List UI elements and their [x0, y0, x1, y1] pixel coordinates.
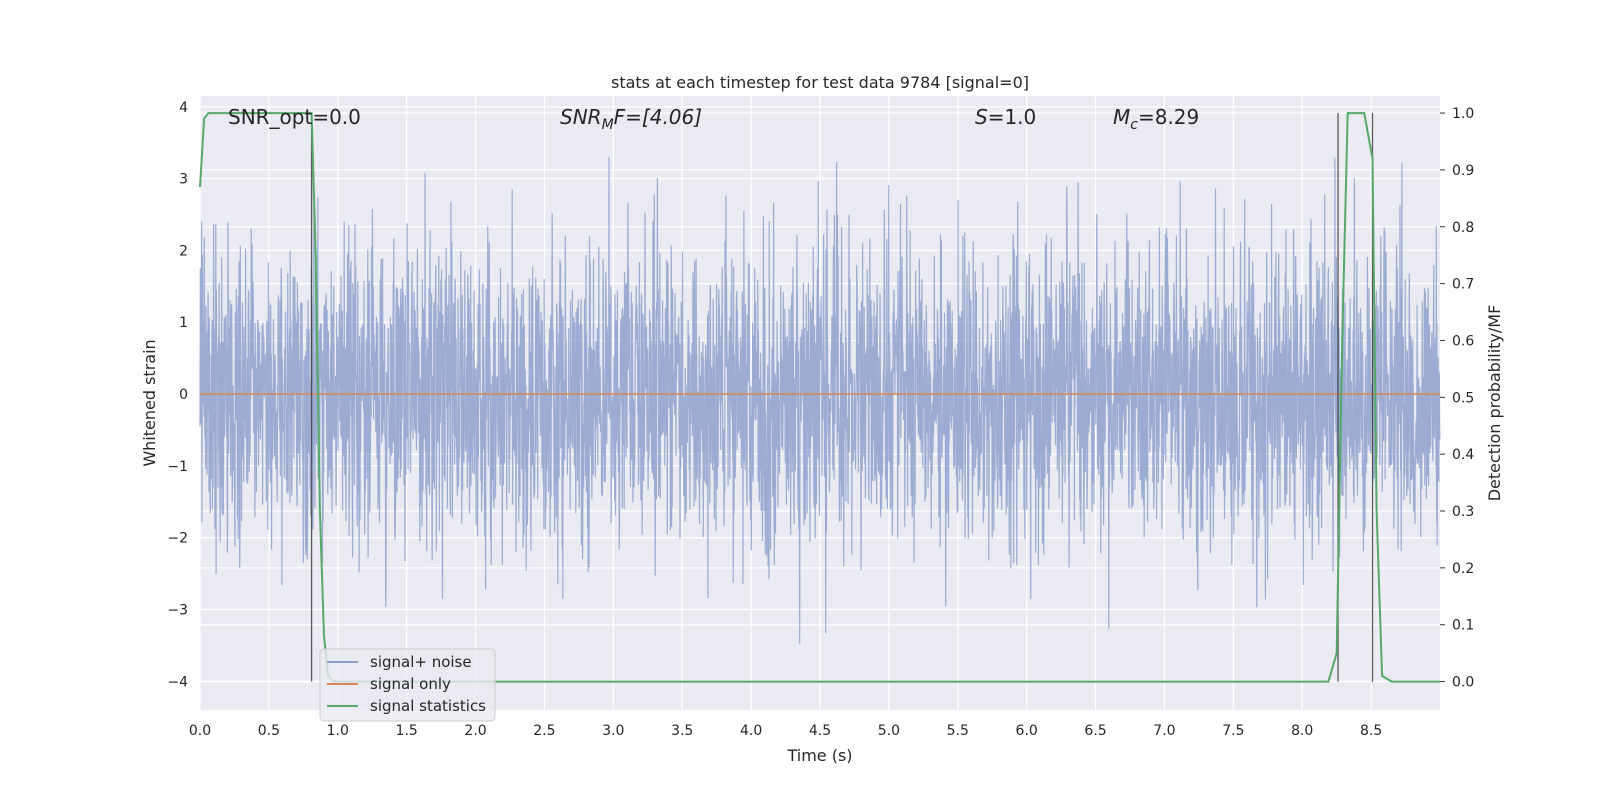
x-tick-label: 0.0 [189, 723, 211, 739]
y-right-tick-label: 0.6 [1452, 333, 1474, 349]
y-right-tick-label: 0.4 [1452, 447, 1474, 463]
x-tick-labels: 0.0 0.5 1.0 1.5 2.0 2.5 3.0 3.5 4.0 4.5 5.0 5.5 6.0 6… [189, 723, 1382, 739]
chart-title: stats at each timestep for test data 978… [611, 73, 1029, 92]
x-tick-label: 7.0 [1153, 723, 1175, 739]
y-left-tick-label: −2 [167, 531, 188, 547]
x-tick-label: 1.0 [327, 723, 349, 739]
y-right-tick-label: 0.7 [1452, 277, 1474, 293]
legend: signal+ noise signal only signal statist… [319, 648, 496, 722]
legend-label-signal-only: signal only [370, 675, 451, 693]
legend-label-signal-noise: signal+ noise [370, 653, 472, 671]
x-tick-label: 2.5 [533, 723, 555, 739]
y-left-tick-label: 4 [179, 100, 188, 116]
x-tick-label: 5.5 [947, 723, 969, 739]
y-left-tick-label: 0 [179, 387, 188, 403]
y-right-tick-label: 0.1 [1452, 618, 1474, 634]
annotation-snr-opt: SNR_opt=0.0 [228, 105, 361, 129]
y-right-tick-label: 0.2 [1452, 561, 1474, 577]
x-tick-label: 4.0 [740, 723, 762, 739]
annotation-snr-mf: SNRMF=[4.06] [560, 105, 702, 133]
y-right-tick-labels: 1.0 0.9 0.8 0.7 0.6 0.5 0.4 0.3 0.2 0.1 0.0 [1452, 106, 1474, 691]
x-tick-label: 6.0 [1016, 723, 1038, 739]
x-tick-label: 7.5 [1222, 723, 1244, 739]
x-tick-label: 2.0 [464, 723, 486, 739]
y-axis-label-right: Detection probability/MF [1485, 305, 1504, 502]
x-tick-label: 3.0 [602, 723, 624, 739]
x-tick-label: 1.5 [396, 723, 418, 739]
y-right-tick-label: 0.5 [1452, 390, 1474, 406]
y-right-tick-label: 0.8 [1452, 220, 1474, 236]
x-tick-label: 5.0 [878, 723, 900, 739]
x-tick-label: 4.5 [809, 723, 831, 739]
y-left-tick-label: 3 [179, 172, 188, 188]
x-tick-label: 0.5 [258, 723, 280, 739]
y-left-tick-label: −4 [167, 674, 188, 690]
legend-label-signal-statistics: signal statistics [370, 697, 486, 715]
x-tick-label: 3.5 [671, 723, 693, 739]
y-left-tick-labels: 4 3 2 1 0 −1 −2 −3 −4 [167, 100, 188, 691]
x-tick-label: 8.0 [1291, 723, 1313, 739]
series-signal-noise [199, 157, 1441, 644]
signal-noise-line [199, 157, 1441, 644]
y-right-tick-label: 0.9 [1452, 163, 1474, 179]
x-axis-label: Time (s) [786, 746, 852, 765]
y-left-tick-label: −3 [167, 602, 188, 618]
y-right-tick-label: 1.0 [1452, 106, 1474, 122]
y-right-tick-label: 0.0 [1452, 675, 1474, 691]
y-left-tick-label: 2 [179, 243, 188, 259]
y-right-tick-label: 0.3 [1452, 504, 1474, 520]
y-left-tick-label: 1 [179, 315, 188, 331]
y-left-tick-label: −1 [167, 459, 188, 475]
y-axis-label-left: Whitened strain [140, 339, 159, 466]
annotation-s: S=1.0 [975, 105, 1036, 129]
x-tick-label: 8.5 [1360, 723, 1382, 739]
annotation-mc: Mc=8.29 [1113, 105, 1199, 133]
x-tick-label: 6.5 [1084, 723, 1106, 739]
legend-box [319, 648, 496, 722]
